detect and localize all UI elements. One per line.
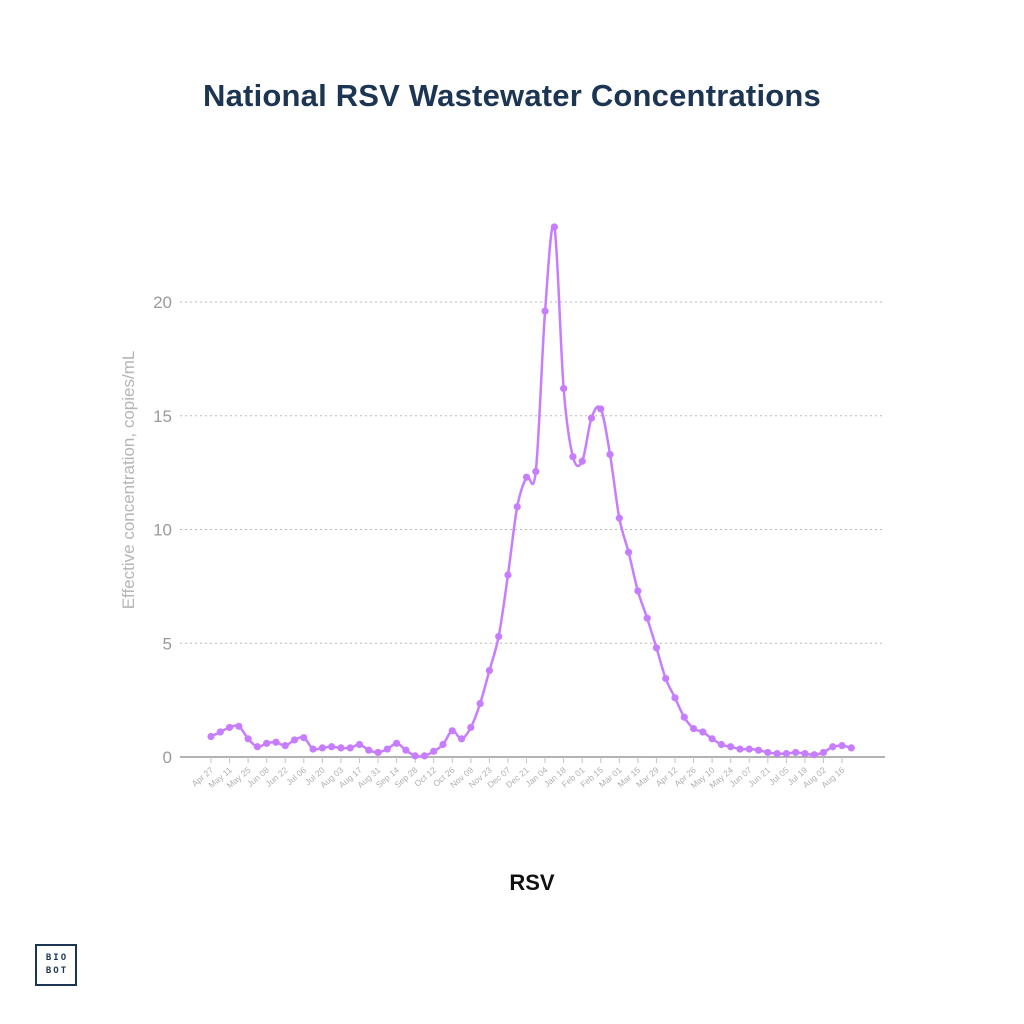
logo-text-top: BIO <box>45 953 69 963</box>
data-point[interactable] <box>838 742 846 750</box>
data-point[interactable] <box>560 384 568 393</box>
data-point[interactable] <box>216 728 224 736</box>
data-point[interactable] <box>829 743 837 751</box>
y-axis-ticks: 0 5 10 15 20 <box>153 293 172 767</box>
data-point[interactable] <box>411 752 419 760</box>
data-point[interactable] <box>615 514 623 522</box>
data-point[interactable] <box>727 743 735 751</box>
data-point[interactable] <box>652 644 661 652</box>
data-point[interactable] <box>587 414 596 422</box>
data-point[interactable] <box>495 632 503 641</box>
series-line-rsv <box>210 223 852 758</box>
data-point[interactable] <box>253 743 261 751</box>
data-point[interactable] <box>290 736 299 744</box>
data-point[interactable] <box>467 723 475 732</box>
y-tick-label: 5 <box>163 634 172 653</box>
data-point[interactable] <box>773 749 781 758</box>
data-point[interactable] <box>532 467 540 476</box>
data-point[interactable] <box>225 723 234 732</box>
data-point[interactable] <box>689 724 698 733</box>
data-point[interactable] <box>457 735 466 743</box>
data-point[interactable] <box>522 473 531 481</box>
chart-title: National RSV Wastewater Concentrations <box>203 78 821 113</box>
data-point[interactable] <box>383 745 391 753</box>
data-point[interactable] <box>374 748 382 757</box>
data-point[interactable] <box>235 722 243 730</box>
data-point[interactable] <box>300 734 308 742</box>
biobot-logo: BIO BOT <box>35 944 77 986</box>
data-point[interactable] <box>346 744 354 752</box>
data-point[interactable] <box>420 752 429 760</box>
x-tick-label: Jun 21 <box>746 765 772 789</box>
data-point[interactable] <box>263 739 271 747</box>
data-point[interactable] <box>792 748 800 757</box>
data-point[interactable] <box>272 738 280 746</box>
data-point[interactable] <box>476 699 484 708</box>
y-axis-label: Effective concentration, copies/mL <box>119 351 138 610</box>
data-point[interactable] <box>430 747 438 755</box>
x-tick-label: Jul 05 <box>767 765 791 787</box>
data-point[interactable] <box>754 746 763 754</box>
data-point[interactable] <box>782 749 790 758</box>
logo-text-bottom: BOT <box>45 966 69 976</box>
data-point[interactable] <box>448 727 456 735</box>
data-point[interactable] <box>801 749 809 758</box>
data-point[interactable] <box>281 742 289 750</box>
data-point[interactable] <box>810 751 818 759</box>
data-point[interactable] <box>309 745 317 753</box>
x-tick-label: Jul 06 <box>284 765 308 787</box>
data-point[interactable] <box>671 694 679 702</box>
data-point[interactable] <box>578 457 586 465</box>
data-point[interactable] <box>736 745 744 753</box>
data-point[interactable] <box>847 744 855 752</box>
data-point[interactable] <box>643 614 651 622</box>
legend-label: RSV <box>509 870 555 895</box>
data-point[interactable] <box>355 740 364 749</box>
data-point[interactable] <box>513 503 521 511</box>
data-point[interactable] <box>504 571 512 579</box>
data-point[interactable] <box>541 307 549 315</box>
data-point[interactable] <box>244 735 252 743</box>
data-point[interactable] <box>680 713 688 721</box>
data-point[interactable] <box>634 587 642 595</box>
data-point[interactable] <box>207 732 215 741</box>
data-point[interactable] <box>819 748 828 757</box>
data-point[interactable] <box>708 735 716 743</box>
data-point[interactable] <box>485 666 493 675</box>
data-points <box>207 223 855 760</box>
data-point[interactable] <box>569 453 577 461</box>
data-point[interactable] <box>393 739 401 747</box>
y-tick-label: 0 <box>163 748 172 767</box>
y-tick-label: 10 <box>153 521 172 540</box>
data-point[interactable] <box>625 548 633 556</box>
y-tick-label: 15 <box>153 407 172 426</box>
data-point[interactable] <box>606 450 614 459</box>
data-point[interactable] <box>337 744 345 752</box>
data-point[interactable] <box>662 674 670 683</box>
data-point[interactable] <box>550 223 558 231</box>
data-point[interactable] <box>402 746 410 754</box>
data-point[interactable] <box>717 740 726 749</box>
data-point[interactable] <box>597 405 605 413</box>
data-point[interactable] <box>764 748 772 757</box>
data-point[interactable] <box>328 743 336 751</box>
y-tick-label: 20 <box>153 293 172 312</box>
data-point[interactable] <box>745 745 753 753</box>
x-tick-label: Jun 22 <box>264 765 290 789</box>
data-point[interactable] <box>699 728 707 736</box>
data-point[interactable] <box>318 744 326 752</box>
data-point[interactable] <box>365 746 373 754</box>
data-point[interactable] <box>439 740 447 749</box>
